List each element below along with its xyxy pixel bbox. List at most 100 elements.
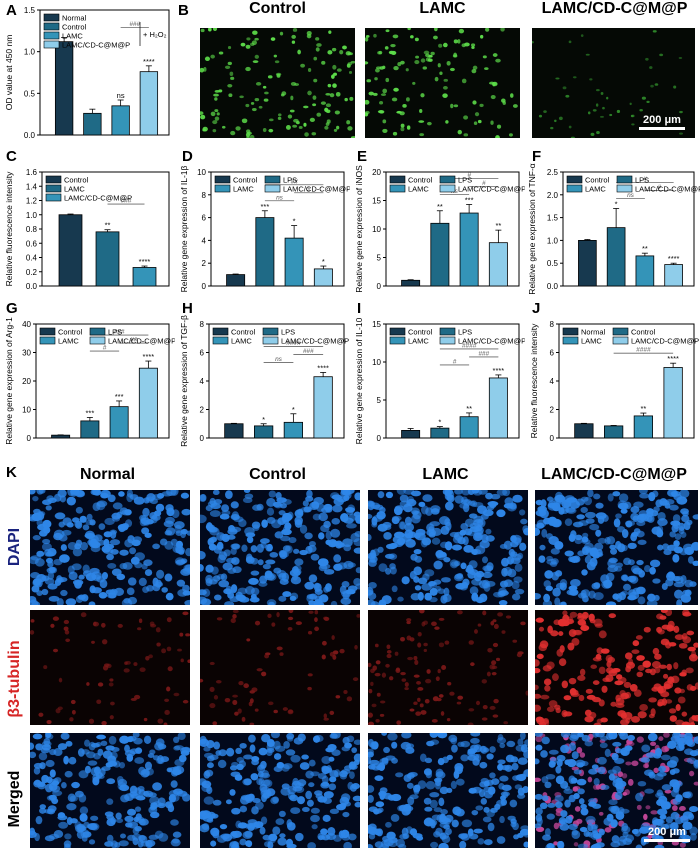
cell <box>310 807 320 814</box>
cell <box>501 784 512 791</box>
micrograph-tubulin-combo <box>535 610 698 725</box>
cell <box>382 128 388 133</box>
cell <box>374 672 381 677</box>
cell <box>175 544 184 554</box>
cell <box>304 132 309 137</box>
cell <box>259 538 270 544</box>
cell <box>258 105 263 109</box>
cell <box>560 810 568 818</box>
cell <box>149 512 158 520</box>
cell <box>687 556 694 564</box>
cell <box>564 785 571 791</box>
cell <box>501 567 508 577</box>
cell <box>460 562 467 570</box>
cell <box>577 788 585 795</box>
cell <box>473 121 478 126</box>
cell <box>608 733 618 740</box>
cell <box>161 587 168 593</box>
bar <box>284 237 304 287</box>
cell <box>348 585 358 592</box>
cell <box>200 823 210 833</box>
cell <box>600 92 604 95</box>
cell <box>214 116 220 121</box>
cell <box>420 505 429 515</box>
cell <box>632 640 640 647</box>
legend-swatch <box>389 175 406 184</box>
cell <box>512 822 519 831</box>
cell <box>482 55 487 59</box>
cell <box>382 88 388 94</box>
cell <box>508 133 513 137</box>
cell <box>470 662 475 667</box>
cell <box>46 567 56 574</box>
cell <box>380 93 387 97</box>
cell <box>213 741 221 750</box>
cell <box>481 679 488 684</box>
cell <box>471 592 479 602</box>
cell <box>315 47 320 52</box>
panel-k-title-lamc: LAMC <box>422 466 469 483</box>
cell <box>471 786 482 794</box>
cell <box>276 762 285 769</box>
cell <box>262 563 272 570</box>
cell <box>660 754 671 761</box>
legend-swatch <box>262 336 279 345</box>
panel-k-title-combo: LAMC/CD-C@M@P <box>541 466 687 483</box>
cell-texture <box>368 610 528 725</box>
cell <box>53 532 63 541</box>
cell <box>287 785 297 795</box>
cell <box>379 713 385 717</box>
cell <box>653 506 660 513</box>
cell <box>257 771 264 778</box>
micrograph-lamc-live <box>365 28 520 138</box>
cell <box>313 78 318 83</box>
panel-letter-f: F <box>532 148 542 165</box>
cell <box>692 514 698 520</box>
cell <box>544 684 551 692</box>
cell <box>382 65 386 70</box>
cell <box>501 764 510 771</box>
cell <box>665 816 673 824</box>
cell <box>682 511 689 517</box>
cell <box>370 681 374 687</box>
cell <box>490 621 495 626</box>
cell <box>212 830 220 839</box>
cell <box>330 528 341 538</box>
cell <box>143 717 148 722</box>
cell <box>232 610 239 614</box>
cell <box>572 555 581 563</box>
cell <box>618 493 629 503</box>
cell <box>314 610 319 615</box>
cell <box>274 60 280 64</box>
cell <box>497 759 506 765</box>
cell <box>92 776 100 786</box>
y-tick-label: 2.0 <box>547 191 559 200</box>
cell <box>513 834 520 840</box>
legend-label: LAMC <box>408 337 429 346</box>
significance-label: * <box>262 415 265 424</box>
cell <box>544 828 551 837</box>
bar <box>459 416 479 439</box>
cell <box>282 551 289 558</box>
cell <box>581 734 590 742</box>
cell <box>200 514 207 524</box>
cell <box>405 805 414 812</box>
cell <box>329 808 340 815</box>
significance-label: **** <box>317 363 329 372</box>
cell <box>365 61 369 65</box>
cell <box>410 553 418 561</box>
cell <box>639 109 643 112</box>
cell <box>640 823 650 830</box>
cell <box>42 499 52 506</box>
cell <box>535 659 540 667</box>
cell <box>546 496 554 502</box>
cell <box>474 532 483 542</box>
cell <box>71 563 82 571</box>
cell <box>52 616 60 621</box>
cell <box>645 752 656 758</box>
cell <box>653 773 664 781</box>
cell <box>579 826 588 833</box>
cell <box>591 764 599 770</box>
cell <box>102 547 114 555</box>
